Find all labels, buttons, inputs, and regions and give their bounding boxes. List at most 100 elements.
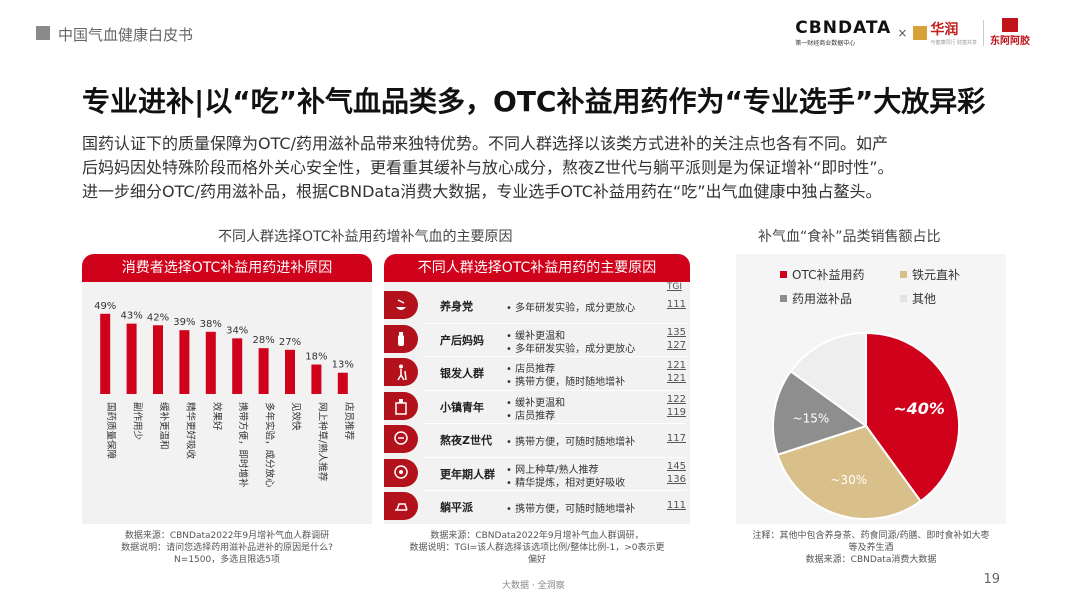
group-name: 更年期人群 (440, 467, 495, 481)
reason-text: • 店员推荐 (506, 364, 556, 375)
reason-text: • 多年研发实验，成分更放心 (506, 303, 636, 314)
pie-slice-label: ~15% (793, 411, 830, 425)
group-name: 躺平派 (440, 501, 473, 514)
cbndata-logo: CBNDATA 第一财经商业数据中心 (795, 18, 891, 47)
bar-category-label: 国药质量保障 (105, 402, 117, 460)
bar (285, 349, 295, 394)
bar (153, 325, 163, 394)
row-divider (424, 389, 686, 391)
legend-swatch (780, 295, 787, 302)
legend-swatch (780, 271, 787, 278)
note-line: 注释：其他中包含养身茶、药食同源/药膳、即时食补如大枣 (752, 531, 990, 541)
bar-category-label: 见效快 (290, 402, 302, 431)
page-title: 专业进补|以“吃”补气血品类多，OTC补益用药作为“专业选手”大放异彩 (82, 85, 986, 118)
huarun-logo-text: 华润 (930, 22, 959, 38)
table-panel-header: 不同人群选择OTC补益用药的主要原因 (384, 254, 690, 282)
reason-text: • 携带方便，随时随地增补 (506, 377, 626, 388)
pie-slice-label: ~40% (893, 399, 945, 418)
tgi-value: 136 (666, 473, 686, 485)
logo-bar: CBNDATA 第一财经商业数据中心 × 华润 与健康同行 财富共享 东阿阿胶 (795, 18, 1030, 47)
tgi-value: 121 (666, 373, 686, 384)
tgi-value: 119 (666, 406, 686, 418)
intro-line: 后妈妈因处特殊阶段而格外关心安全性，更看重其缓补与放心成分，熬夜Z世代与躺平派则… (82, 158, 894, 177)
group-name: 养身党 (440, 300, 473, 313)
bar-value-label: 39% (173, 317, 195, 328)
lounger-icon (384, 492, 418, 520)
reason-text: • 店员推荐 (506, 410, 556, 422)
note-line: 数据来源：CBNData2022年9月增补气血人群调研 (124, 531, 330, 541)
left-section-caption: 不同人群选择OTC补益用药增补气血的主要原因 (218, 229, 513, 245)
tgi-value: 121 (666, 360, 686, 371)
bar-value-label: 13% (332, 360, 354, 371)
right-section-caption: 补气血“食补”品类销售额占比 (758, 229, 941, 245)
pie-slice (776, 424, 923, 520)
huarun-mark-icon (913, 25, 928, 40)
bar-category-label: 多年实验，成分放心 (264, 402, 276, 488)
note-line: 数据来源：CBNData消费大数据 (805, 555, 937, 565)
intro-line: 进一步细分OTC/药用滋补品，根据CBNData消费大数据，专业选手OTC补益用… (82, 182, 882, 201)
building-icon (384, 391, 418, 420)
bar (179, 330, 190, 394)
huarun-logo-subtext: 与健康同行 财富共享 (930, 40, 977, 46)
note-line: 偏好 (527, 555, 546, 565)
legend-label: 药用滋补品 (792, 292, 853, 306)
note-line: 数据说明：请问您选择药用滋补品进补的原因是什么? (121, 543, 333, 553)
bar (126, 323, 137, 394)
intro-paragraph: 国药认证下的质量保障为OTC/药用滋补品带来独特优势。不同人群选择以该类方式进补… (82, 132, 1022, 204)
reason-text: • 精华提炼，相对更好吸收 (506, 477, 626, 489)
note-line: 数据说明：TGI=该人群选择该选项比例/整体比例-1，>0表示更 (409, 543, 665, 553)
bar-panel-note: 数据来源：CBNData2022年9月增补气血人群调研 数据说明：请问您选择药用… (82, 530, 372, 566)
page-number: 19 (983, 572, 1000, 587)
row-divider (424, 423, 686, 424)
bar-value-label: 34% (226, 325, 248, 336)
bar-category-label: 缓补更温和 (158, 402, 170, 450)
header-square (36, 26, 50, 40)
legend-swatch (900, 295, 907, 302)
donge-seal-icon (1002, 18, 1018, 32)
bar (311, 364, 322, 394)
legend-label: 铁元直补 (912, 268, 961, 282)
reason-text: • 多年研发实验，成分更放心 (506, 343, 636, 355)
bar-category-label: 店员推荐 (343, 402, 355, 441)
pie-slice (865, 331, 960, 503)
row-divider (424, 322, 686, 324)
bar-category-label: 效果好 (211, 402, 223, 431)
group-name: 熬夜Z世代 (440, 434, 492, 447)
row-divider (424, 356, 686, 357)
bar-panel: 49% 国药质量保障 43% 副作用少 42% 缓补更温和 39% 精华更好吸收 38% 效果好 3… (82, 282, 372, 524)
bar (100, 313, 111, 394)
footer-text: 大数据 · 全洞察 (502, 581, 565, 591)
head-icon (384, 425, 418, 453)
logo-separator: × (897, 25, 908, 40)
tgi-label: TGI (666, 282, 682, 292)
cbndata-logo-subtext: 第一财经商业数据中心 (795, 40, 856, 47)
bar-category-label: 精华更好吸收 (184, 402, 196, 460)
bar-category-label: 网上种草/熟人推荐 (316, 402, 328, 482)
bar (337, 372, 348, 394)
legend-label: OTC补益用药 (792, 268, 865, 282)
pie-chart: ~40% ~30% ~15% (772, 331, 960, 520)
reason-text: • 携带方便，可随时随地增补 (506, 437, 636, 448)
bottle-icon (384, 324, 418, 353)
table-panel-note: 数据来源：CBNData2022年9月增补气血人群调研， 数据说明：TGI=该人… (384, 530, 690, 566)
tgi-value: 117 (666, 433, 686, 444)
reason-text: • 网上种草/熟人推荐 (506, 464, 599, 476)
intro-line: 国药认证下的质量保障为OTC/药用滋补品带来独特优势。不同人群选择以该类方式进补… (82, 134, 888, 153)
cbndata-logo-text: CBNDATA (795, 18, 892, 38)
gear-head-icon (384, 458, 418, 487)
bar-panel-header: 消费者选择OTC补益用药进补原因 (82, 254, 372, 282)
table-panel: TGI 养身党 • 多年研发实验，成分更放心 111 产后妈妈 • 缓补更温和 135 • … (384, 282, 690, 524)
bar-value-label: 43% (120, 311, 142, 322)
reason-text: • 缓补更温和 (506, 330, 566, 342)
row-divider (424, 490, 686, 491)
pie-panel-note: 注释：其他中包含养身茶、药食同源/药膳、即时食补如大枣 等及养生酒 数据来源：C… (730, 530, 1012, 566)
bar-chart: 49% 国药质量保障 43% 副作用少 42% 缓补更温和 39% 精华更好吸收 38% 效果好 3… (94, 301, 355, 488)
bar-value-label: 27% (279, 337, 301, 348)
reason-text: • 携带方便，可随时随地增补 (506, 504, 636, 515)
cane-icon (384, 358, 418, 386)
logo-divider (983, 19, 984, 46)
tgi-value: 135 (666, 326, 686, 338)
bar-value-label: 18% (305, 352, 327, 363)
huarun-logo: 华润 与健康同行 财富共享 (913, 19, 977, 46)
bar-value-label: 38% (200, 319, 222, 330)
